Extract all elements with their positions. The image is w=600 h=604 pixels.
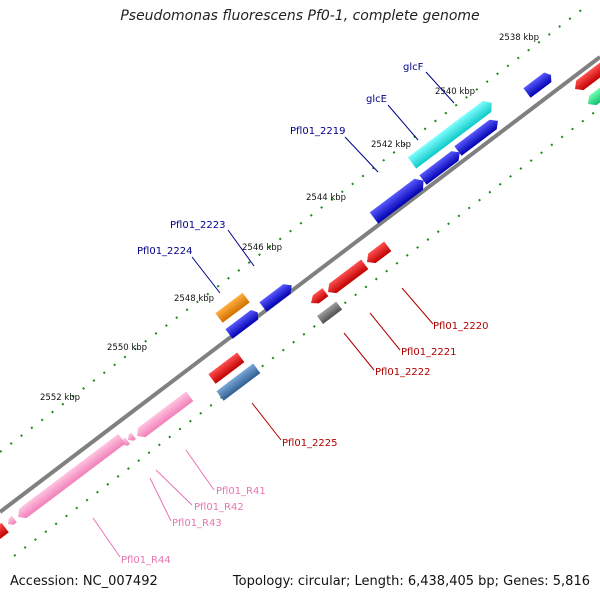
gene-label-pfl01-2223[interactable]: Pfl01_2223 — [170, 220, 226, 231]
genome-summary-text: Topology: circular; Length: 6,438,405 bp… — [232, 574, 590, 589]
gene-pfl01-2219[interactable] — [369, 175, 428, 224]
gene-label-pfl01-2225[interactable]: Pfl01_2225 — [282, 438, 338, 449]
tick-label: 2546 kbp — [242, 243, 282, 253]
gene-label-pfl01-2221[interactable]: Pfl01_2221 — [401, 347, 457, 358]
tick-label: 2548 kbp — [174, 294, 214, 304]
gene-pfl01-r41[interactable] — [133, 391, 194, 440]
gene-red-edge[interactable] — [571, 60, 600, 94]
gene-label-pfl01-r41[interactable]: Pfl01_R41 — [216, 486, 266, 497]
genome-backbone — [0, 55, 600, 514]
gene-pink-small[interactable] — [6, 515, 17, 527]
tick-label: 2542 kbp — [371, 140, 411, 150]
gene-label-pfl01-2219[interactable]: Pfl01_2219 — [290, 126, 346, 137]
gene-glcD-b[interactable] — [419, 148, 463, 185]
gene-label-pfl01-2220[interactable]: Pfl01_2220 — [433, 321, 489, 332]
tick-label: 2550 kbp — [107, 343, 147, 353]
gene-pfl01-r42[interactable] — [126, 432, 136, 444]
gene-label-pfl01-r44[interactable]: Pfl01_R44 — [121, 555, 171, 566]
gene-pfl01-2225[interactable] — [216, 363, 261, 401]
gene-pfl01-2221[interactable] — [324, 259, 369, 297]
reverse-genes — [0, 60, 600, 541]
gene-label-pfl01-r42[interactable]: Pfl01_R42 — [194, 502, 244, 513]
gene-pfl01-r44[interactable] — [14, 433, 126, 522]
gene-pfl01-2221-b[interactable] — [308, 288, 329, 307]
gene-green-edge[interactable] — [584, 75, 600, 109]
map-title: Pseudomonas fluorescens Pf0-1, complete … — [120, 8, 480, 24]
gene-label-glcE[interactable]: glcE — [366, 94, 387, 105]
gene-labels: glcF glcE Pfl01_2219 Pfl01_2223 Pfl01_22… — [121, 62, 489, 566]
gene-red-bottom-edge[interactable] — [0, 522, 9, 541]
gene-label-pfl01-r43[interactable]: Pfl01_R43 — [172, 518, 222, 529]
gene-label-pfl01-2222[interactable]: Pfl01_2222 — [375, 367, 431, 378]
gene-label-glcF[interactable]: glcF — [403, 62, 424, 73]
gene-glcE[interactable] — [407, 97, 496, 169]
tick-label: 2544 kbp — [306, 193, 346, 203]
tick-labels: 2538 kbp 2540 kbp 2542 kbp 2544 kbp 2546… — [40, 33, 539, 403]
gene-pfl01-2224[interactable] — [215, 292, 250, 323]
leader-lines — [92, 71, 455, 558]
gene-pfl01-2223[interactable] — [259, 281, 295, 312]
forward-genes — [215, 70, 554, 339]
tick-label: 2540 kbp — [435, 87, 475, 97]
outer-tick-ring — [0, 7, 585, 453]
gene-pfl01-2220[interactable] — [363, 241, 392, 267]
gene-label-pfl01-2224[interactable]: Pfl01_2224 — [137, 246, 193, 257]
tick-label: 2538 kbp — [499, 33, 539, 43]
gene-pfl01-2222[interactable] — [316, 301, 343, 324]
accession-text: Accession: NC_007492 — [10, 574, 158, 589]
gene-red-mid[interactable] — [208, 352, 245, 384]
tick-label: 2552 kbp — [40, 393, 80, 403]
gene-glcD-a[interactable] — [454, 116, 501, 156]
gene-glcF[interactable] — [523, 70, 554, 98]
gene-blue-small[interactable] — [225, 308, 261, 339]
inner-tick-ring — [13, 107, 600, 557]
